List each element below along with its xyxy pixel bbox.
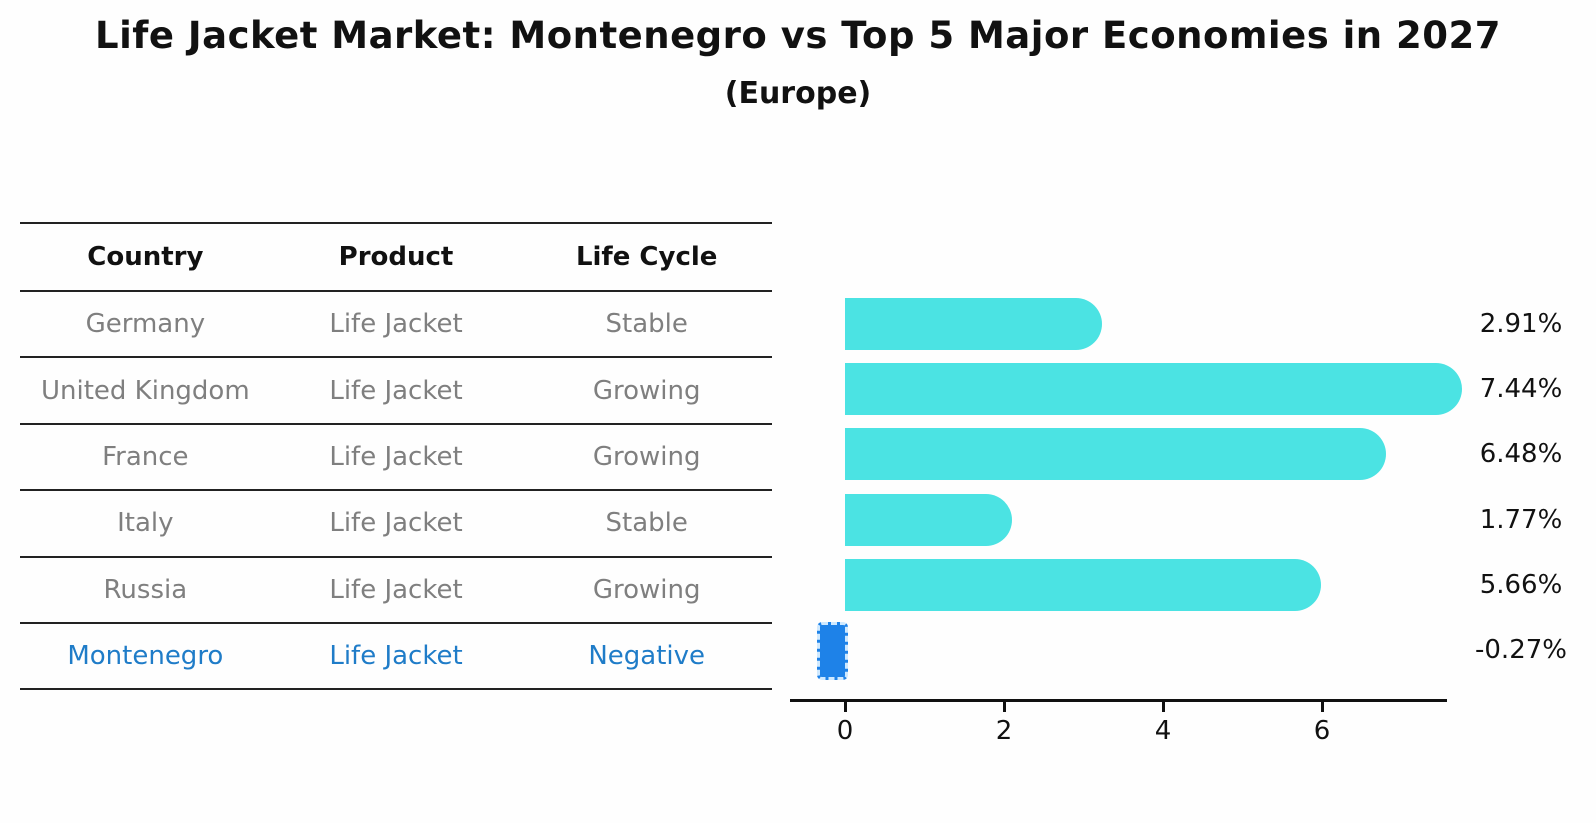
table-row: Russia Life Jacket Growing — [20, 558, 772, 624]
bar-value-label: 1.77% — [1479, 504, 1563, 535]
table-row: Montenegro Life Jacket Negative — [20, 624, 772, 688]
cell-product: Life Jacket — [329, 309, 463, 340]
bar-value-label: -0.27% — [1475, 635, 1567, 665]
table-header-life-cycle: Life Cycle — [575, 242, 718, 272]
cell-life-cycle: Negative — [588, 641, 706, 672]
cell-country: Montenegro — [67, 641, 224, 672]
cell-country: United Kingdom — [40, 375, 250, 406]
table-body: Germany Life Jacket Stable United Kingdo… — [20, 292, 772, 688]
x-axis-tick-label: 4 — [1154, 716, 1172, 746]
x-axis-line — [790, 699, 1447, 702]
cell-life-cycle: Stable — [605, 309, 688, 340]
x-axis-tick — [843, 702, 847, 712]
x-axis-tick-label: 6 — [1313, 716, 1331, 746]
chart-title: Life Jacket Market: Montenegro vs Top 5 … — [95, 14, 1501, 57]
x-axis-tick — [1002, 702, 1006, 712]
table-row: United Kingdom Life Jacket Growing — [20, 358, 772, 425]
bar-value-label: 2.91% — [1479, 309, 1563, 339]
cell-life-cycle: Growing — [592, 574, 701, 605]
x-axis-tick-label: 2 — [995, 716, 1013, 746]
chart-subtitle: (Europe) — [724, 76, 872, 111]
cell-product: Life Jacket — [329, 441, 463, 472]
x-axis-tick — [1320, 702, 1324, 712]
cell-country: Italy — [117, 508, 174, 539]
table-row: Italy Life Jacket Stable — [20, 491, 772, 558]
cell-product: Life Jacket — [329, 574, 463, 605]
cell-product: Life Jacket — [329, 508, 463, 539]
cell-country: France — [102, 441, 189, 472]
cell-product: Life Jacket — [329, 375, 463, 406]
table-header-country: Country — [87, 242, 204, 272]
cell-life-cycle: Growing — [592, 375, 701, 406]
table-row: Germany Life Jacket Stable — [20, 292, 772, 359]
bar-russia — [845, 558, 1321, 611]
bar-united-kingdom — [845, 363, 1463, 416]
cell-life-cycle: Growing — [592, 441, 701, 472]
bar-germany — [845, 298, 1103, 350]
cell-country: Russia — [103, 574, 188, 605]
bar-value-label: 6.48% — [1479, 439, 1563, 470]
cell-product: Life Jacket — [329, 641, 463, 672]
bar-value-label: 5.66% — [1479, 569, 1563, 600]
bar-montenegro — [816, 622, 848, 680]
bar-italy — [845, 493, 1012, 546]
x-axis-tick — [1161, 702, 1165, 712]
cell-country: Germany — [85, 309, 206, 340]
bar-france — [845, 428, 1387, 481]
cell-life-cycle: Stable — [605, 508, 688, 539]
table-header-product: Product — [338, 242, 454, 272]
country-table: Country Product Life Cycle Germany Life … — [20, 222, 772, 691]
bar-value-label: 7.44% — [1479, 374, 1563, 405]
table-header-row: Country Product Life Cycle — [20, 224, 772, 292]
table-row: France Life Jacket Growing — [20, 425, 772, 492]
x-axis-tick-label: 0 — [836, 716, 854, 746]
